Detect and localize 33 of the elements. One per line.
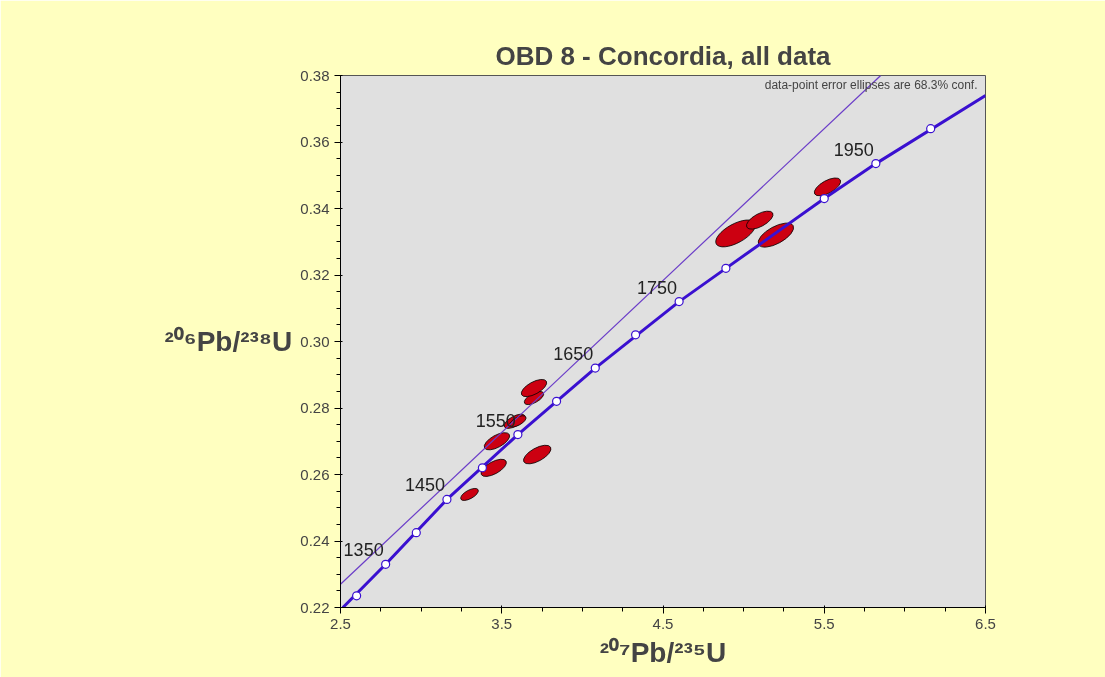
x-tick-label: 3.5 bbox=[491, 614, 513, 632]
point bbox=[477, 463, 487, 473]
point bbox=[551, 396, 562, 406]
y-tick-label: 0.36 bbox=[300, 133, 330, 150]
y-tick-label: 0.26 bbox=[300, 465, 330, 483]
x-tick-label: 5.5 bbox=[813, 614, 835, 632]
point bbox=[411, 528, 421, 538]
y-tick-label: 0.34 bbox=[300, 199, 330, 217]
y-tick-label: 0.28 bbox=[300, 399, 330, 416]
point bbox=[819, 193, 829, 204]
y-axis-title: ²⁰⁶Pb/²³⁸U bbox=[164, 326, 293, 357]
point bbox=[630, 330, 641, 340]
y-tick-label: 0.24 bbox=[300, 532, 330, 549]
point bbox=[442, 494, 452, 505]
x-tick-label: 6.5 bbox=[975, 614, 996, 632]
point bbox=[513, 430, 523, 440]
y-tick-label: 0.30 bbox=[300, 332, 330, 350]
annotation: 1450 bbox=[404, 475, 445, 496]
y-tick-label: 0.32 bbox=[300, 266, 330, 283]
point bbox=[721, 263, 731, 273]
point bbox=[381, 559, 391, 569]
point bbox=[352, 591, 362, 601]
x-axis-title: ²⁰⁷Pb/²³⁵U bbox=[599, 636, 727, 668]
x-tick-label: 2.5 bbox=[330, 614, 351, 632]
chart-title: OBD 8 - Concordia, all data bbox=[495, 40, 832, 71]
annotation: 1950 bbox=[833, 139, 874, 160]
point bbox=[926, 124, 936, 134]
point bbox=[871, 159, 881, 169]
y-tick-label: 0.38 bbox=[300, 66, 330, 84]
point bbox=[590, 363, 600, 373]
point bbox=[674, 297, 684, 307]
x-tick-label: 4.5 bbox=[652, 614, 674, 632]
y-tick-label: 0.22 bbox=[300, 598, 330, 616]
